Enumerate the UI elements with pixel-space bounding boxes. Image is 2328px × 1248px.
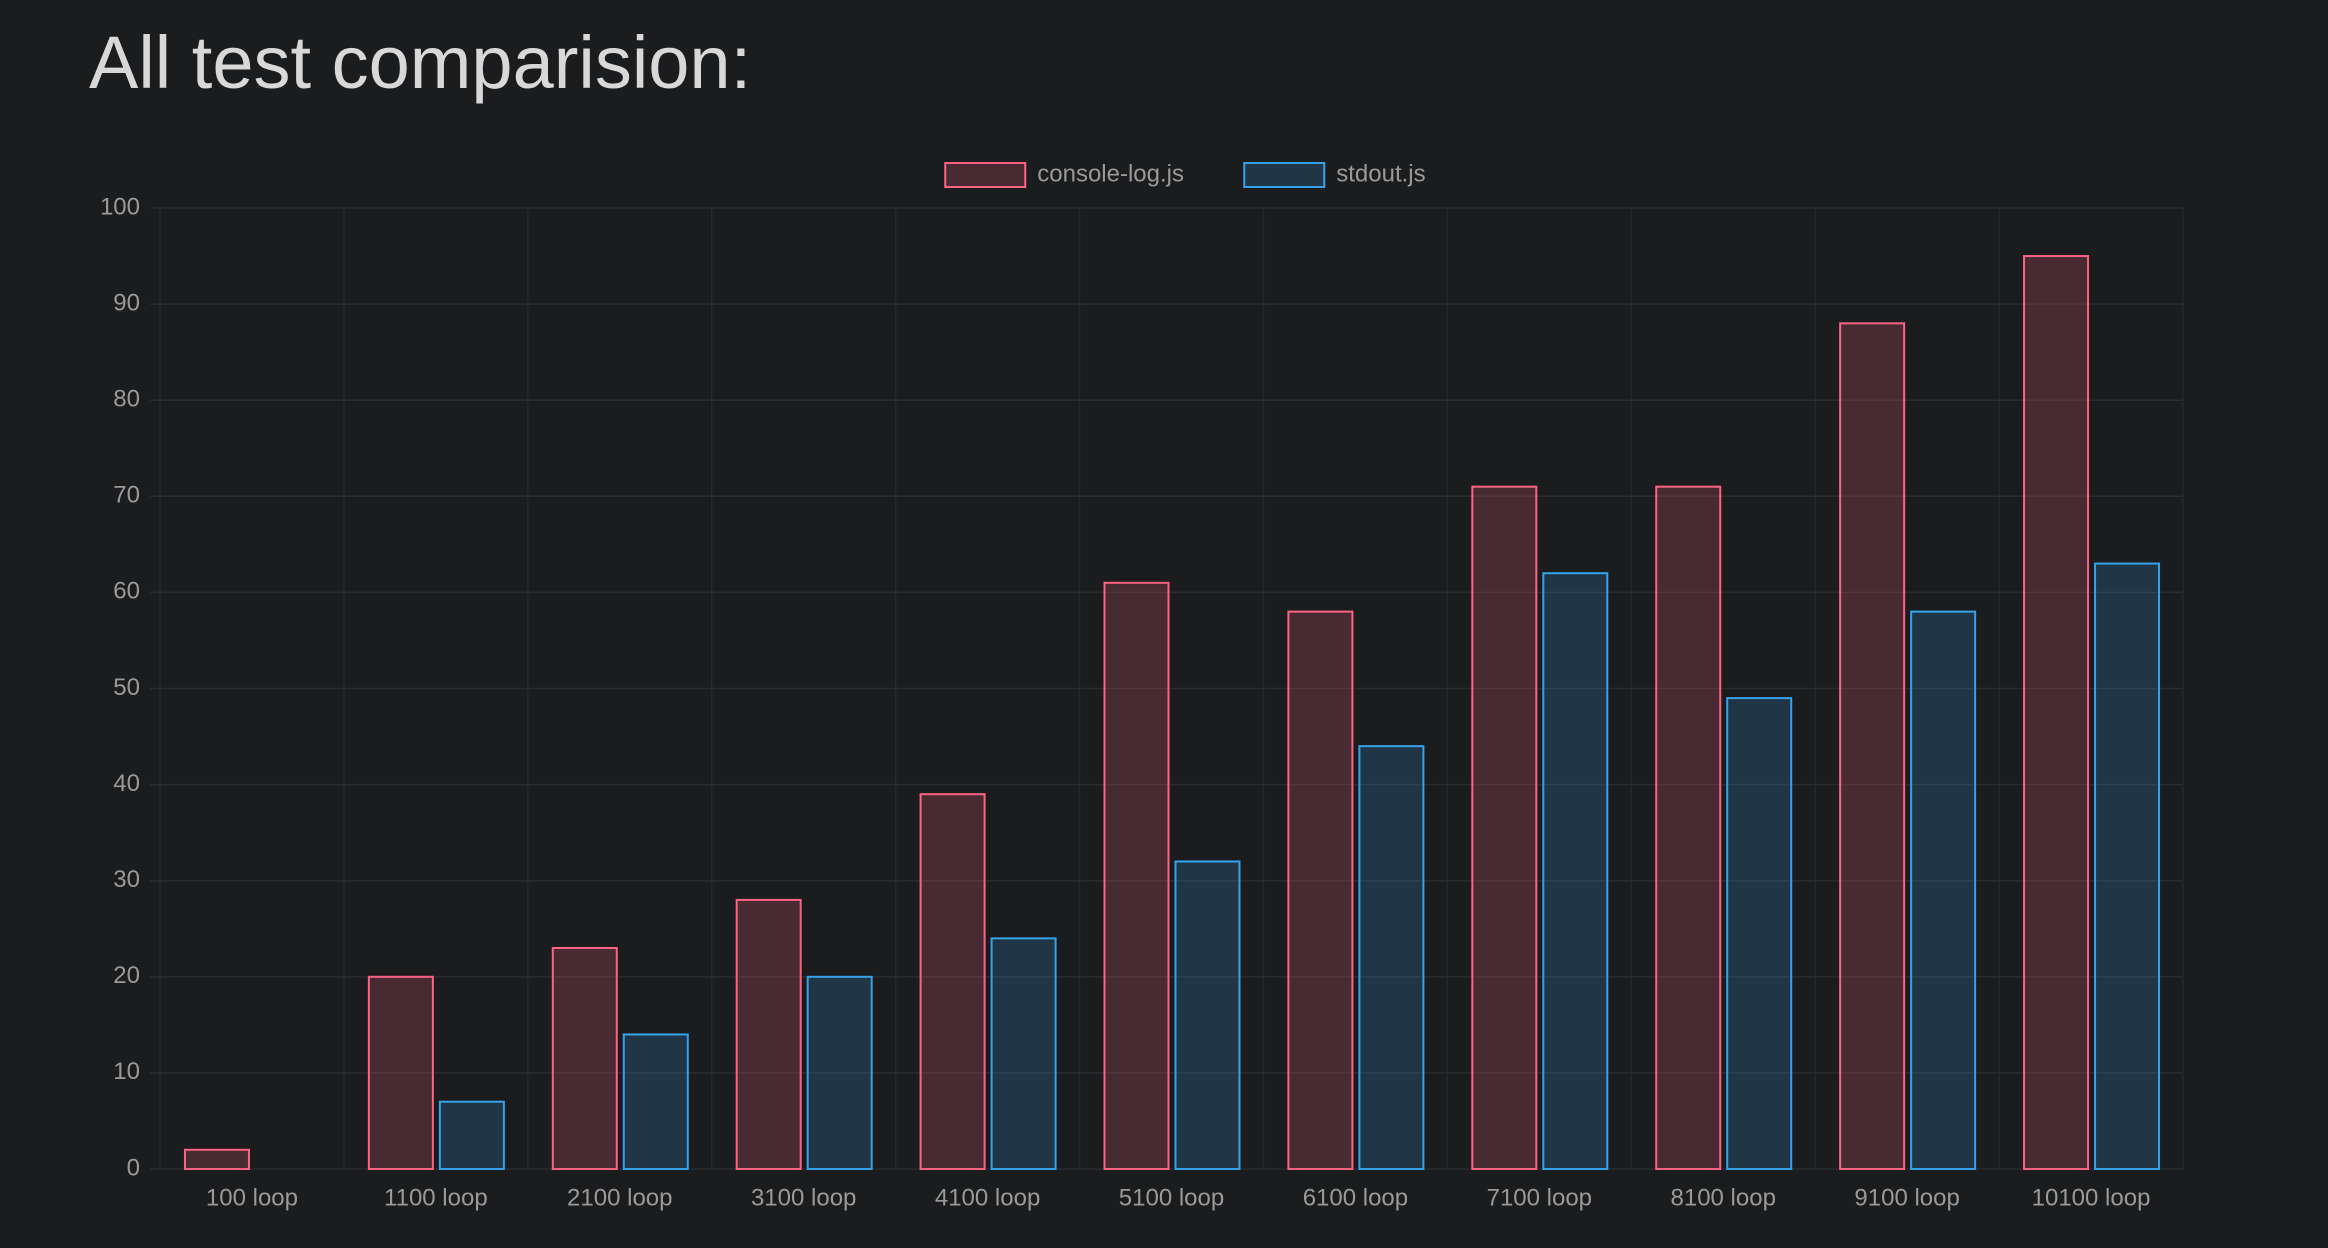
x-tick-label: 5100 loop bbox=[1119, 1184, 1224, 1211]
y-tick-label: 20 bbox=[113, 962, 140, 989]
x-tick-label: 9100 loop bbox=[1854, 1184, 1959, 1211]
bar bbox=[735, 898, 802, 1170]
x-tick-label: 6100 loop bbox=[1303, 1184, 1408, 1211]
x-tick-label: 1100 loop bbox=[384, 1184, 488, 1211]
x-tick-label: 10100 loop bbox=[2032, 1184, 2151, 1211]
x-tick-label: 100 loop bbox=[206, 1184, 298, 1211]
bar bbox=[1287, 610, 1354, 1170]
x-tick-label: 7100 loop bbox=[1487, 1184, 1592, 1211]
bar bbox=[1655, 485, 1722, 1170]
bar bbox=[1358, 745, 1425, 1170]
y-tick-label: 0 bbox=[127, 1154, 140, 1181]
bar bbox=[1910, 610, 1977, 1170]
y-tick-label: 10 bbox=[113, 1058, 140, 1085]
bar bbox=[1174, 860, 1241, 1170]
bar bbox=[2094, 562, 2161, 1170]
legend-swatch bbox=[944, 162, 1027, 188]
bar bbox=[1471, 485, 1538, 1170]
bar bbox=[1726, 697, 1793, 1170]
bar bbox=[990, 937, 1057, 1170]
y-tick-label: 90 bbox=[113, 289, 140, 316]
bar bbox=[1542, 572, 1609, 1170]
bar bbox=[1103, 581, 1170, 1170]
bar bbox=[919, 793, 986, 1171]
y-tick-label: 80 bbox=[113, 386, 140, 413]
bar bbox=[551, 946, 618, 1170]
x-tick-label: 8100 loop bbox=[1671, 1184, 1776, 1211]
legend-label: stdout.js bbox=[1336, 160, 1425, 187]
bar bbox=[806, 975, 873, 1170]
y-tick-label: 50 bbox=[113, 674, 140, 701]
x-tick-label: 4100 loop bbox=[935, 1184, 1040, 1211]
y-tick-label: 70 bbox=[113, 482, 140, 509]
y-tick-label: 60 bbox=[113, 578, 140, 605]
bar bbox=[438, 1100, 505, 1170]
bar bbox=[622, 1033, 689, 1170]
x-tick-label: 2100 loop bbox=[567, 1184, 672, 1211]
bar bbox=[183, 1148, 250, 1171]
x-tick-label: 3100 loop bbox=[751, 1184, 856, 1211]
bar bbox=[2023, 255, 2090, 1170]
y-tick-label: 30 bbox=[113, 866, 140, 893]
y-tick-label: 100 bbox=[100, 193, 140, 220]
bar bbox=[367, 975, 434, 1170]
legend-swatch bbox=[1243, 162, 1326, 188]
bar bbox=[1839, 322, 1906, 1170]
chart-title: All test comparision: bbox=[89, 21, 751, 104]
y-tick-label: 40 bbox=[113, 770, 140, 797]
legend-label: console-log.js bbox=[1037, 160, 1184, 187]
